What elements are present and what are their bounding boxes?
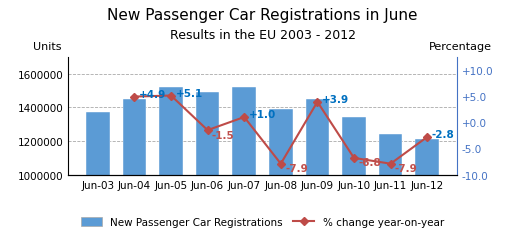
- Text: -1.5: -1.5: [212, 130, 235, 140]
- Bar: [122, 100, 146, 250]
- Text: Percentage: Percentage: [429, 42, 492, 52]
- Text: -6.8: -6.8: [359, 158, 381, 168]
- Bar: [269, 110, 293, 250]
- Text: -7.9: -7.9: [285, 164, 308, 173]
- Bar: [86, 113, 110, 250]
- Text: +3.9: +3.9: [322, 94, 349, 104]
- Text: Units: Units: [33, 42, 62, 52]
- Text: -7.9: -7.9: [395, 164, 418, 173]
- Text: Results in the EU 2003 - 2012: Results in the EU 2003 - 2012: [170, 29, 355, 42]
- Text: -2.8: -2.8: [432, 130, 454, 140]
- Bar: [342, 118, 366, 250]
- Bar: [379, 135, 403, 250]
- Bar: [196, 93, 219, 250]
- Bar: [159, 88, 183, 250]
- Legend: New Passenger Car Registrations, % change year-on-year: New Passenger Car Registrations, % chang…: [77, 213, 448, 231]
- Text: +5.1: +5.1: [175, 88, 203, 98]
- Text: +4.9: +4.9: [139, 89, 166, 99]
- Bar: [415, 140, 439, 250]
- Text: New Passenger Car Registrations in June: New Passenger Car Registrations in June: [107, 8, 418, 22]
- Bar: [232, 88, 256, 250]
- Text: +1.0: +1.0: [249, 110, 276, 120]
- Bar: [306, 100, 329, 250]
